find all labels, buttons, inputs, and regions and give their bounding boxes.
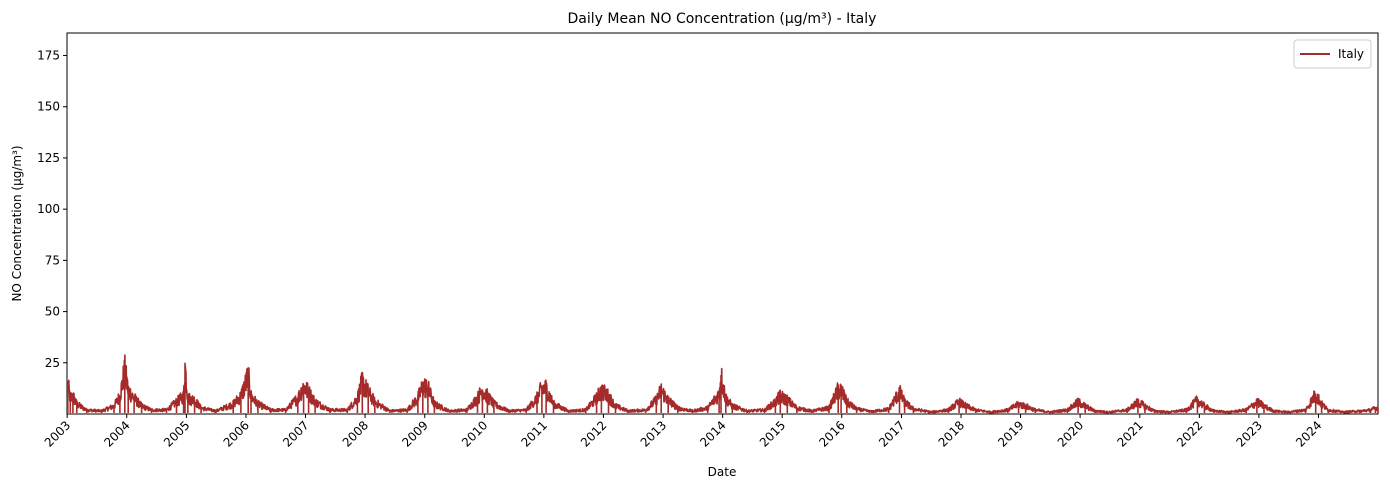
y-axis-title: NO Concentration (µg/m³): [10, 145, 24, 301]
series-layer: [67, 354, 1379, 414]
y-tick-label: 100: [37, 202, 60, 216]
x-axis-title: Date: [708, 465, 737, 479]
y-tick-label: 75: [45, 253, 60, 267]
legend-label-italy: Italy: [1338, 47, 1364, 61]
y-tick-label: 125: [37, 151, 60, 165]
plot-area: [66, 32, 1379, 415]
y-tick-label: 25: [45, 356, 60, 370]
chart-title: Daily Mean NO Concentration (µg/m³) - It…: [568, 11, 877, 27]
y-axis: 25 50 75 100 125 150 175: [37, 49, 67, 370]
legend-box: [1293, 39, 1372, 69]
y-tick-label: 175: [37, 49, 60, 63]
series-line-italy: [67, 354, 1379, 414]
legend: Italy: [1293, 39, 1372, 69]
y-tick-label: 150: [37, 100, 60, 114]
y-tick-label: 50: [45, 305, 60, 319]
